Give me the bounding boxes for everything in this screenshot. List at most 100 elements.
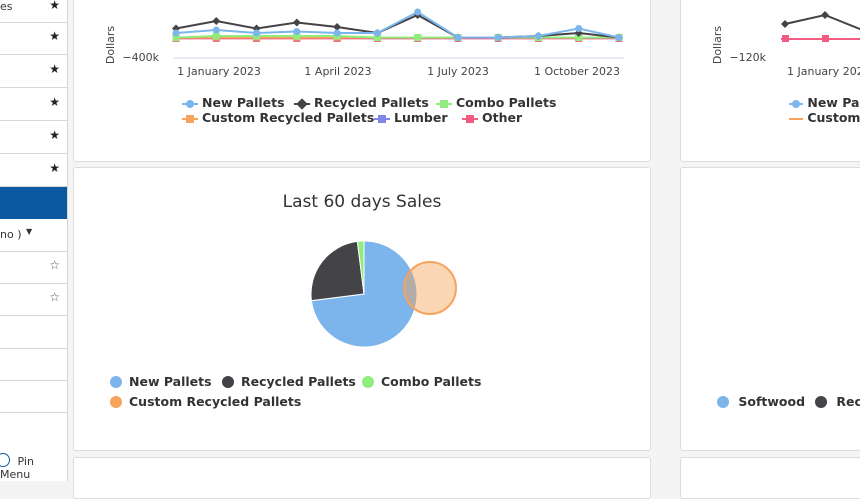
sidebar-item-6[interactable]: ★ — [0, 154, 67, 187]
legend-symbol-icon — [182, 99, 198, 108]
legend-item[interactable]: Custom Recycled Pallets — [110, 394, 301, 409]
legend-dot-icon — [717, 396, 729, 408]
series-marker — [575, 34, 583, 41]
dropdown-label: no ) — [0, 228, 22, 241]
chart-title: Last 60 days Sales — [282, 192, 442, 212]
series-marker — [414, 34, 422, 41]
series-marker — [373, 34, 381, 41]
sidebar-item-4[interactable]: ★ — [0, 88, 67, 121]
star-filled-icon[interactable]: ★ — [49, 0, 60, 12]
legend-dot-icon — [222, 376, 234, 388]
legend-item[interactable]: Lumber — [374, 110, 447, 125]
series-marker — [454, 34, 462, 41]
star-filled-icon[interactable]: ★ — [49, 161, 60, 175]
legend-item[interactable]: Combo Pallets — [362, 374, 481, 389]
star-filled-icon[interactable]: ★ — [49, 29, 60, 43]
sidebar-menu: es ★ ★ ★ ★ ★ ★ no ) ▼ ☆ ☆ Pin Menu — [0, 0, 68, 481]
legend-dot-icon — [110, 376, 122, 388]
sidebar-item-7[interactable]: ☆ — [0, 251, 67, 284]
series-marker — [212, 32, 220, 40]
legend-symbol-icon — [436, 99, 452, 108]
sidebar-item-8[interactable]: ☆ — [0, 283, 67, 316]
legend-item[interactable]: Combo Pallets — [436, 95, 556, 110]
series-marker — [575, 25, 583, 32]
legend-dot-icon — [362, 376, 374, 388]
pin-menu-label: Pin Menu — [0, 455, 34, 481]
series-marker — [292, 18, 301, 27]
x-tick-label: 1 October 2023 — [534, 65, 620, 78]
pin-menu-toggle[interactable]: Pin Menu — [0, 453, 67, 481]
legend-label: Custom — [807, 110, 860, 125]
x-tick-label: 1 January 2023 — [787, 65, 860, 78]
x-tick-label: 1 January 2023 — [177, 65, 261, 78]
lumber-line-chart-card: Dollars −120k 1 January 2023 New Pallets… — [680, 0, 860, 162]
legend-label: Lumber — [394, 110, 448, 125]
star-filled-icon[interactable]: ★ — [49, 62, 60, 76]
lumber-pie-chart-card: Softwood Recy — [680, 167, 860, 451]
y-tick-label: −120k — [729, 51, 766, 64]
legend-label: Softwood — [738, 394, 806, 409]
pie-slice-hover[interactable] — [403, 261, 457, 315]
star-outline-icon[interactable]: ☆ — [49, 290, 60, 304]
sidebar-item-10[interactable] — [0, 348, 67, 381]
legend-item[interactable]: New Pallets — [789, 95, 860, 110]
sidebar-item-3[interactable]: ★ — [0, 55, 67, 88]
legend-label: Recycled Pallets — [241, 374, 356, 389]
x-tick-label: 1 April 2023 — [304, 65, 371, 78]
sidebar-dropdown[interactable]: no ) ▼ — [0, 219, 67, 252]
legend-symbol-icon — [462, 114, 478, 123]
legend-item[interactable]: Recycled Pallets — [222, 374, 356, 389]
x-tick-label: 1 July 2023 — [427, 65, 489, 78]
bottom-left-card — [73, 457, 651, 499]
pie-slice[interactable] — [356, 240, 365, 295]
legend-label: Combo Pallets — [381, 374, 482, 389]
sidebar-item-11[interactable] — [0, 380, 67, 413]
series-marker — [534, 32, 542, 40]
series-marker — [782, 35, 789, 42]
sales-line-chart-card: Dollars −400k 1 January 2023 1 April 2023… — [73, 0, 651, 162]
legend-item[interactable]: New Pallets — [182, 95, 285, 110]
series-marker — [333, 29, 341, 37]
legend-label: New Pallets — [807, 95, 860, 110]
legend-symbol-icon — [374, 114, 390, 123]
legend-dot-icon — [110, 396, 122, 408]
legend-item[interactable]: Other — [462, 110, 522, 125]
pie-slice[interactable] — [310, 240, 365, 302]
series-marker — [293, 28, 301, 35]
sidebar-item-1[interactable]: es ★ — [0, 0, 67, 23]
legend-item[interactable]: Custom — [789, 110, 860, 125]
legend-item[interactable]: Recycled Pallets — [294, 95, 429, 110]
pin-toggle-icon[interactable] — [0, 453, 10, 467]
series-marker — [414, 8, 422, 16]
series-marker — [172, 34, 180, 41]
sidebar-item-9[interactable] — [0, 316, 67, 349]
legend-label: Combo Pallets — [456, 95, 557, 110]
series-marker — [333, 23, 342, 31]
legend-item[interactable]: New Pallets — [110, 374, 212, 389]
series-marker — [293, 32, 301, 40]
series-marker — [615, 34, 623, 41]
sidebar-item-2[interactable]: ★ — [0, 22, 67, 55]
legend-item[interactable]: Custom Recycled Pallets — [182, 110, 374, 125]
series-line — [784, 13, 860, 31]
star-filled-icon[interactable]: ★ — [49, 128, 60, 142]
star-filled-icon[interactable]: ★ — [49, 95, 60, 109]
legend-item[interactable]: Recy — [815, 394, 860, 409]
bottom-right-card — [680, 457, 860, 499]
legend-label: Custom Recycled Pallets — [129, 394, 302, 409]
sidebar-item-5[interactable]: ★ — [0, 121, 67, 154]
y-axis-title: Dollars — [711, 26, 724, 65]
sales-line-chart: Dollars −400k 1 January 2023 1 April 2023… — [104, 8, 624, 78]
legend-label: Other — [482, 110, 523, 125]
series-marker — [212, 26, 220, 34]
star-outline-icon[interactable]: ☆ — [49, 258, 60, 272]
legend-label: Recycled Pallets — [314, 95, 429, 110]
series-marker — [172, 29, 180, 37]
series-line — [175, 10, 620, 39]
y-axis-title: Dollars — [104, 26, 117, 65]
sidebar-active-section[interactable] — [0, 187, 67, 219]
series-marker — [781, 20, 789, 28]
series-marker — [253, 29, 261, 37]
legend-item[interactable]: Softwood — [717, 394, 805, 409]
series-line — [175, 35, 619, 39]
